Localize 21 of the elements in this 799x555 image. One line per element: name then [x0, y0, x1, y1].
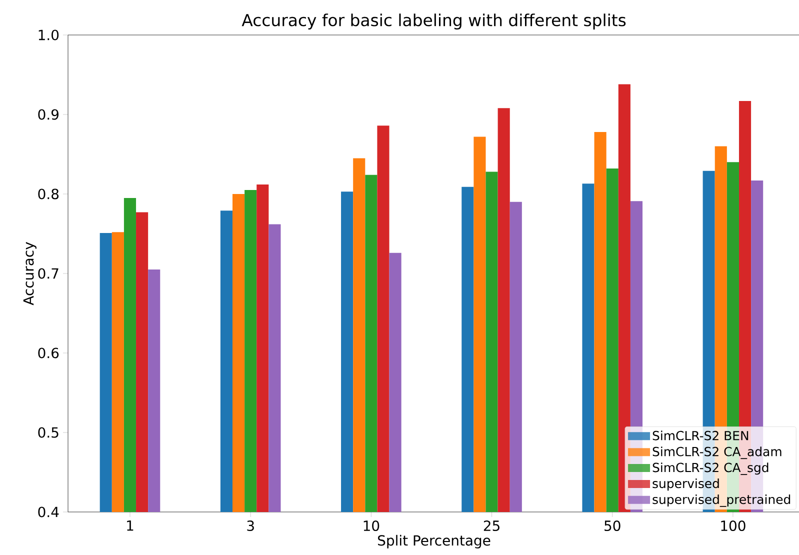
chart-title: Accuracy for basic labeling with different splits: [242, 14, 626, 30]
y-axis-title: Accuracy: [23, 242, 36, 306]
y-tick-label: 0.8: [38, 188, 59, 200]
x-tick-label: 25: [484, 520, 500, 532]
legend-label: SimCLR-S2 CA_sgd: [652, 462, 768, 475]
x-tick-label: 100: [721, 520, 746, 532]
y-tick-label: 0.4: [38, 506, 59, 518]
legend-label: SimCLR-S2 CA_adam: [652, 446, 782, 460]
y-tick-label: 0.5: [38, 427, 58, 438]
legend-label: supervised_pretrained: [652, 494, 790, 507]
x-tick-label: 50: [604, 520, 620, 532]
y-tick-label: 0.9: [38, 109, 58, 120]
x-tick-label: 3: [247, 520, 254, 532]
legend-label: SimCLR-S2 BEN: [652, 430, 748, 440]
y-tick-label: 1.0: [38, 30, 59, 40]
x-tick-label: 1: [127, 520, 134, 531]
legend-label: supervised: [652, 478, 719, 491]
x-tick-label: 10: [364, 520, 380, 532]
x-axis-title: Split Percentage: [378, 534, 490, 548]
y-tick-label: 0.7: [38, 268, 58, 279]
y-tick-label: 0.6: [38, 348, 59, 358]
